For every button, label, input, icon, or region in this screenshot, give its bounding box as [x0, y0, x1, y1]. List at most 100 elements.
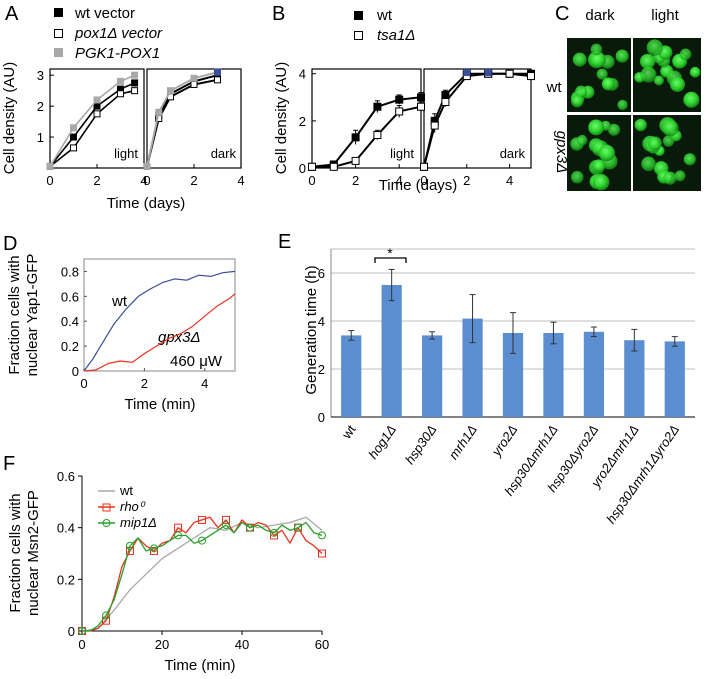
- panel-f-series-line-0: [81, 516, 323, 632]
- bar-0: [341, 335, 362, 417]
- panel-f-chart: Fraction cells with nuclear Msn2-GFP Tim…: [7, 469, 329, 674]
- panel-f-point-2: [150, 544, 158, 553]
- panel-d-series-label-wt: wt: [111, 293, 128, 310]
- bar-1: [381, 285, 402, 417]
- panel-label-a: A: [5, 3, 19, 25]
- cell-blob: [683, 153, 696, 166]
- panel-a-dark-point: [155, 108, 163, 116]
- panel-e-category-label: hog1Δ: [365, 422, 399, 461]
- legend-marker-wt-vector: [54, 8, 63, 17]
- panel-b-xtick-label: 2: [463, 173, 470, 188]
- panel-e-category-label: hsp30Δmrh1Δyro2Δ: [603, 422, 682, 526]
- cell-blob: [646, 39, 663, 56]
- panel-d-ylabel-line1: Fraction cells with: [6, 255, 23, 374]
- panel-d-xtick-label: 0: [80, 376, 87, 391]
- bar-4: [502, 333, 524, 417]
- panel-d-xlabel: Time (min): [124, 396, 195, 413]
- panel-a-dark-point: [190, 74, 198, 82]
- significance-bracket: [374, 257, 407, 263]
- panel-f-ylabel-line1: Fraction cells with: [7, 493, 24, 612]
- panel-c-col-dark: dark: [585, 7, 615, 24]
- cell-blob: [683, 91, 700, 108]
- panel-f-point-1: [174, 523, 182, 532]
- significance-star: *: [387, 245, 393, 261]
- panel-e-ytick-label: 0: [318, 410, 325, 425]
- panel-a-dark-point: [143, 162, 151, 170]
- panel-a-chart: wt vector pox1Δ vector PGK1-POX1 light d…: [1, 5, 245, 212]
- panel-d-annotation: 460 μW: [170, 353, 223, 370]
- legend-marker-pgk1-pox1: [54, 48, 63, 57]
- panel-b-dark-point: [420, 162, 428, 171]
- bar-8: [664, 341, 685, 417]
- cell-blob: [640, 66, 657, 83]
- legend-label-f-rho0: rho⁰: [120, 499, 146, 514]
- panel-d-ylabel-line2: nuclear Yap1-GFP: [24, 254, 41, 377]
- cell-blob: [648, 136, 662, 151]
- panel-e-category-label: mrh1Δ: [446, 422, 480, 462]
- panel-b-dark-point: [430, 121, 439, 130]
- panel-b-light-point: [373, 131, 382, 139]
- panel-b-ytick-label: 2: [299, 114, 306, 129]
- legend-label-f-wt: wt: [119, 483, 133, 498]
- panel-f-point-2: [246, 523, 254, 532]
- cell-blob: [598, 144, 615, 162]
- panel-e-ylabel: Generation time (h): [303, 265, 320, 394]
- panel-a-light-point: [93, 96, 101, 104]
- panel-f-point-1: [318, 549, 326, 558]
- panel-f-point-1: [150, 546, 158, 555]
- panel-f-xtick-label: 0: [78, 637, 85, 652]
- cell-blob: [653, 75, 664, 86]
- cell-blob: [570, 170, 584, 184]
- panel-f-point-2: [198, 536, 206, 545]
- panel-b-dark-point: [505, 69, 514, 78]
- panel-d-ytick-label: 0.6: [61, 289, 79, 304]
- cell-blob: [639, 53, 656, 70]
- panel-d-ytick-label: 0.4: [61, 314, 79, 329]
- bar-3: [462, 318, 483, 417]
- panel-f-ytick-label: 0.2: [57, 572, 75, 587]
- cell-blob: [574, 85, 588, 98]
- panel-a-dark-point: [214, 76, 221, 84]
- panel-d-ytick-label: 0.2: [61, 339, 79, 354]
- panel-a-light-point: [131, 87, 139, 95]
- panel-b-light-point: [308, 162, 316, 171]
- legend-marker-wt: [354, 11, 363, 20]
- panel-a-light-point: [131, 79, 139, 87]
- panel-b-light-point: [395, 107, 404, 116]
- cell-blob: [596, 68, 608, 80]
- panel-a-ytick-label: 1: [37, 130, 44, 145]
- legend-marker-mip1: [102, 519, 111, 527]
- panel-a-light-point: [93, 110, 101, 118]
- panel-f-xlabel: Time (min): [164, 657, 235, 674]
- panel-c-col-light: light: [651, 7, 679, 24]
- cell-blob: [576, 134, 588, 146]
- legend-marker-pox1-vector: [54, 29, 63, 38]
- bar-2: [422, 335, 443, 417]
- panel-label-c: C: [555, 3, 569, 25]
- panel-a-dark-series-line: [146, 71, 218, 167]
- panel-f-xtick-label: 20: [155, 637, 169, 652]
- cell-blob: [592, 159, 606, 173]
- panel-d-series-line-gpx3: [83, 293, 236, 372]
- cell-blob: [674, 170, 686, 182]
- legend-label-wt: wt: [376, 7, 393, 24]
- panel-b-light-point: [351, 156, 360, 165]
- panel-b-chart: wt tsa1Δ light dark Cell density (AU) Ti…: [273, 7, 535, 194]
- panel-a-ylabel: Cell density (AU): [1, 62, 18, 175]
- panel-a-light-point: [93, 102, 101, 110]
- panel-b-light-frame: [311, 68, 422, 169]
- cell-blob: [590, 43, 603, 56]
- panel-b-dark-highlight-point: [463, 69, 471, 77]
- panel-e-category-label: yro2Δ: [488, 422, 520, 459]
- panel-d-frame: [83, 258, 236, 372]
- panel-b-dark-point: [441, 98, 450, 106]
- panel-f-point-2: [294, 523, 302, 532]
- panel-a-dark-point: [190, 80, 198, 88]
- panel-b-light-point: [417, 102, 425, 111]
- panel-d-series-label-gpx3: gpx3Δ: [158, 329, 201, 346]
- bar-5: [543, 333, 564, 417]
- legend-label-pox1-vector: pox1Δ vector: [74, 25, 163, 42]
- panel-a-xtick-label: 2: [190, 173, 197, 188]
